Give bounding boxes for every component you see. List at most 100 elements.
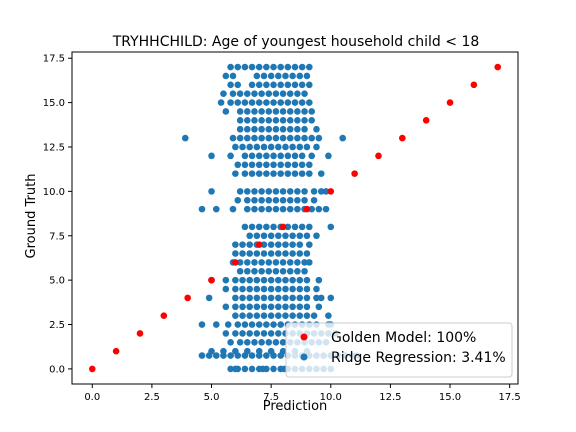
ridge-regression-point [284, 223, 292, 231]
ridge-regression-point [243, 205, 251, 213]
ridge-regression-point [272, 196, 280, 204]
ridge-regression-point [236, 125, 244, 133]
ridge-regression-point [298, 223, 306, 231]
ridge-regression-point [279, 267, 287, 275]
ridge-regression-point [279, 134, 287, 142]
ridge-regression-point [232, 143, 239, 151]
ridge-regression-point [253, 285, 261, 293]
golden-model-point [232, 259, 239, 266]
ridge-regression-point [313, 125, 320, 133]
ridge-regression-point [267, 143, 275, 151]
ridge-regression-point [227, 63, 234, 71]
ridge-regression-point [303, 250, 311, 257]
ridge-regression-point [327, 223, 335, 231]
ridge-regression-point [294, 267, 301, 275]
ridge-regression-point [291, 99, 299, 106]
y-tick-label: 0.0 [49, 364, 65, 375]
ridge-regression-point [241, 152, 249, 160]
ridge-regression-point [251, 205, 258, 213]
ridge-regression-point [286, 267, 294, 275]
ridge-regression-point [229, 205, 237, 213]
ridge-regression-point [243, 108, 251, 115]
golden-model-point [255, 241, 263, 248]
x-tick-label: 15.0 [439, 392, 461, 403]
ridge-regression-point [294, 188, 301, 195]
ridge-regression-point [277, 152, 284, 160]
ridge-regression-point [255, 81, 263, 89]
ridge-regression-point [327, 294, 335, 302]
ridge-regression-point [296, 241, 304, 248]
ridge-regression-point [212, 352, 220, 359]
ridge-regression-point [208, 347, 215, 355]
ridge-regression-point [232, 241, 239, 248]
ridge-regression-point [294, 134, 301, 142]
golden-model-point [375, 152, 382, 160]
ridge-regression-point [267, 72, 275, 80]
ridge-regression-point [270, 170, 277, 177]
ridge-regression-point [289, 303, 296, 311]
ridge-regression-point [234, 196, 242, 204]
ridge-regression-point [270, 321, 277, 328]
ridge-regression-point [303, 303, 311, 311]
ridge-regression-point [294, 125, 301, 133]
golden-model-point [184, 294, 191, 302]
ridge-regression-point [263, 161, 270, 169]
ridge-regression-point [234, 63, 242, 71]
ridge-regression-point [265, 267, 273, 275]
ridge-regression-point [258, 205, 265, 213]
ridge-regression-point [301, 196, 308, 204]
ridge-regression-point [198, 352, 206, 359]
ridge-regression-point [313, 294, 320, 302]
x-tick-label: 0.0 [84, 392, 100, 403]
ridge-regression-point [267, 312, 275, 319]
ridge-regression-point [291, 170, 299, 177]
ridge-regression-point [258, 125, 265, 133]
ridge-regression-point [282, 143, 289, 151]
ridge-regression-point [275, 250, 282, 257]
ridge-regression-point [275, 285, 282, 293]
ridge-regression-point [241, 223, 249, 231]
ridge-regression-point [289, 285, 296, 293]
golden-model-point [88, 365, 96, 373]
ridge-regression-point [253, 72, 261, 80]
ridge-regression-point [222, 330, 230, 337]
ridge-regression-point [310, 196, 318, 204]
ridge-regression-point [251, 196, 258, 204]
ridge-regression-point [306, 99, 313, 106]
ridge-regression-point [303, 294, 311, 302]
ridge-regression-point [258, 90, 265, 98]
ridge-regression-point [303, 72, 311, 80]
ridge-regression-point [251, 267, 258, 275]
ridge-regression-point [313, 143, 320, 151]
ridge-regression-point [294, 259, 301, 266]
ridge-regression-point [265, 125, 273, 133]
ridge-regression-point [255, 63, 263, 71]
ridge-regression-point [239, 241, 246, 248]
ridge-regression-point [232, 347, 239, 355]
ridge-regression-point [260, 72, 268, 80]
ridge-regression-point [236, 90, 244, 98]
ridge-regression-point [260, 285, 268, 293]
ridge-regression-point [294, 108, 301, 115]
ridge-regression-point [317, 170, 325, 177]
ridge-regression-point [232, 330, 239, 337]
golden-model-point [470, 81, 478, 89]
ridge-regression-point [236, 338, 244, 346]
ridge-regression-point [232, 365, 239, 373]
ridge-regression-point [243, 134, 251, 142]
ridge-regression-point [272, 188, 280, 195]
ridge-regression-point [251, 259, 258, 266]
ridge-regression-point [282, 72, 289, 80]
golden-model-point [446, 99, 454, 106]
ridge-regression-point [251, 188, 258, 195]
ridge-regression-point [294, 196, 301, 204]
ridge-regression-point [232, 276, 239, 284]
ridge-regression-point [284, 99, 292, 106]
ridge-regression-point [279, 108, 287, 115]
ridge-regression-point [306, 63, 313, 71]
ridge-regression-point [315, 276, 323, 284]
ridge-regression-point [208, 152, 215, 160]
x-tick-label: 17.5 [499, 392, 521, 403]
ridge-regression-point [310, 312, 318, 319]
ridge-regression-point [298, 161, 306, 169]
